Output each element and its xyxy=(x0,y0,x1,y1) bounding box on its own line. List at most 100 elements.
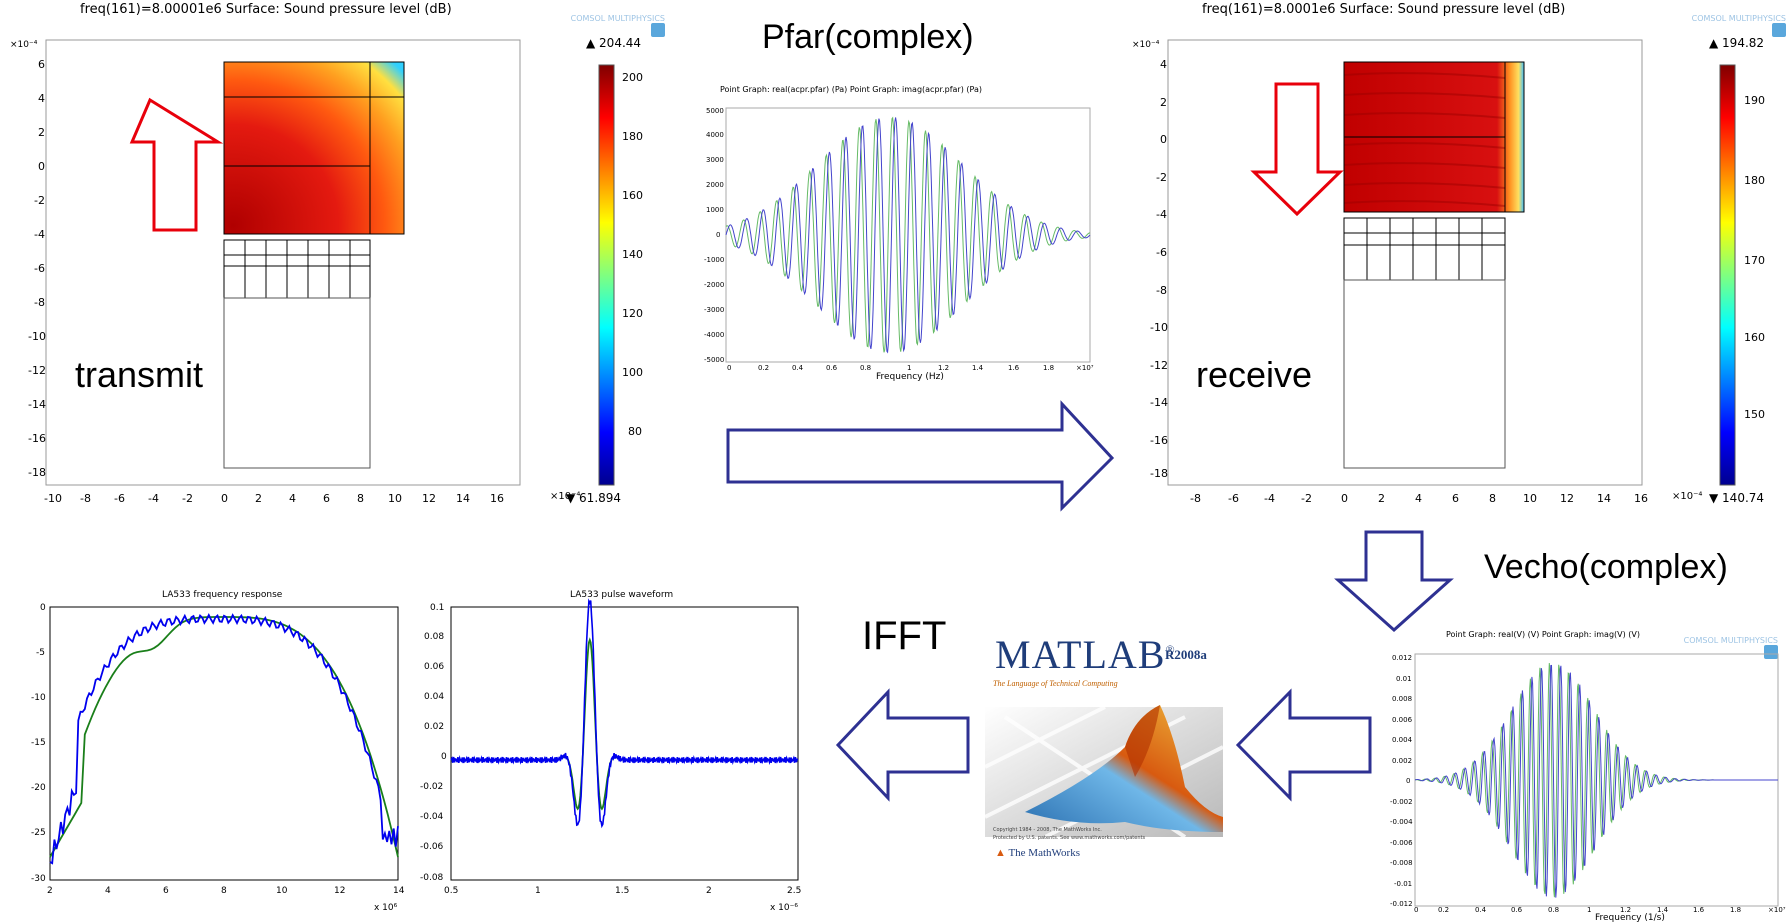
transmit-label: transmit xyxy=(75,354,204,395)
pulse-x-exp: x 10⁻⁶ xyxy=(770,903,798,913)
right-x-tick: -4 xyxy=(1264,492,1275,505)
pfar-y-tick: 4000 xyxy=(706,131,724,139)
right-x-tick: -2 xyxy=(1301,492,1312,505)
left-y-tick: -14 xyxy=(28,398,46,411)
mathworks-peak-icon: ▲ xyxy=(995,847,1006,859)
vecho-x-tick: 1.2 xyxy=(1620,906,1632,914)
vecho-y-tick: -0.008 xyxy=(1390,859,1413,867)
freq-x-exp: x 10⁶ xyxy=(374,903,398,913)
pfar-x-tick: 1.2 xyxy=(938,364,950,372)
left-x-tick: -2 xyxy=(182,492,193,505)
right-y-tick: -6 xyxy=(1156,246,1167,259)
left-y-tick: 6 xyxy=(38,58,45,71)
vecho-y-tick: 0.002 xyxy=(1392,757,1413,765)
left-x-tick: -6 xyxy=(114,492,125,505)
freq-x-tick: 2 xyxy=(47,886,53,896)
vecho-graph-title: Point Graph: real(V) (V) Point Graph: im… xyxy=(1446,630,1641,639)
left-cb-tick: 100 xyxy=(622,366,643,379)
mathworks-logo: ▲ The MathWorks xyxy=(995,847,1080,859)
vecho-y-tick: 0.01 xyxy=(1396,675,1412,683)
left-cb-tick: 140 xyxy=(622,248,643,261)
freq-y-tick: -25 xyxy=(31,828,46,838)
pfar-x-tick: 0.8 xyxy=(860,364,872,372)
freq-x-tick: 4 xyxy=(105,886,111,896)
freq-x-tick: 6 xyxy=(163,886,169,896)
right-cb-tick: 150 xyxy=(1744,408,1765,421)
pfar-x-tick: 0.6 xyxy=(826,364,838,372)
vecho-y-tick: 0.004 xyxy=(1392,736,1413,744)
right-x-tick: 12 xyxy=(1560,492,1574,505)
right-y-tick: -10 xyxy=(1150,321,1168,334)
pulse-measured-series xyxy=(450,598,799,829)
vecho-y-tick: 0.012 xyxy=(1392,654,1413,662)
right-x-tick: 14 xyxy=(1597,492,1611,505)
pulse-y-tick: 0.02 xyxy=(424,722,445,732)
freq-y-tick: -30 xyxy=(31,874,46,884)
pulse-x-tick: 2.5 xyxy=(787,886,802,896)
vecho-xlabel: Frequency (1/s) xyxy=(1595,913,1665,923)
right-cb-tick: 180 xyxy=(1744,174,1765,187)
mathworks-name: The MathWorks xyxy=(1008,847,1080,859)
right-x-tick: -6 xyxy=(1228,492,1239,505)
comsol-cube-icon xyxy=(651,23,665,37)
left-axis-exponent: ×10⁻⁴ xyxy=(10,40,38,50)
transmit-up-arrow xyxy=(129,97,224,232)
right-x-tick: 16 xyxy=(1634,492,1648,505)
vecho-y-tick: 0.006 xyxy=(1392,716,1413,724)
vecho-y-tick: -0.012 xyxy=(1390,900,1413,908)
receive-to-vecho-arrow xyxy=(1334,530,1454,633)
comsol-cube-icon xyxy=(1772,23,1786,37)
left-cb-tick: 80 xyxy=(628,425,642,438)
right-y-tick: -16 xyxy=(1150,434,1168,447)
pulse-x-tick: 0.5 xyxy=(444,886,459,896)
pfar-to-receive-arrow xyxy=(726,400,1115,512)
vecho-x-tick: 1.8 xyxy=(1730,906,1742,914)
left-y-tick: 0 xyxy=(38,160,45,173)
matlab-name: MATLAB xyxy=(995,632,1166,677)
freq-measured-series xyxy=(49,612,399,865)
pfar-y-tick: -2000 xyxy=(704,281,725,289)
matlab-version: R2008a xyxy=(1165,647,1207,662)
left-colorbar-min: ▼ 61.894 xyxy=(566,491,622,505)
matlab-to-results-arrow xyxy=(835,688,970,802)
vecho-x-tick: 1.4 xyxy=(1657,906,1669,914)
left-cb-tick: 160 xyxy=(622,189,643,202)
vecho-y-tick: -0.006 xyxy=(1390,839,1413,847)
pfar-title: Pfar(complex) xyxy=(762,18,974,56)
pulse-y-tick: 0.04 xyxy=(424,692,445,702)
freq-x-tick: 14 xyxy=(393,886,405,896)
pfar-y-tick: 3000 xyxy=(706,156,724,164)
pulse-y-tick: -0.02 xyxy=(420,782,444,792)
left-x-tick: 14 xyxy=(456,492,470,505)
pulse-y-tick: 0.06 xyxy=(424,662,445,672)
vecho-x-exp: ×10⁷ xyxy=(1768,906,1786,914)
vecho-x-tick: 0.4 xyxy=(1475,906,1487,914)
right-y-tick: -4 xyxy=(1156,208,1167,221)
left-y-tick: -6 xyxy=(34,262,45,275)
left-cb-tick: 200 xyxy=(622,71,643,84)
freq-y-tick: -5 xyxy=(36,648,45,658)
matlab-reg: ® xyxy=(1165,642,1176,657)
pulse-model-series xyxy=(451,637,798,811)
left-x-tick: 0 xyxy=(221,492,228,505)
right-colorbar-min: ▼ 140.74 xyxy=(1709,491,1765,505)
freq-plot-title: LA533 frequency response xyxy=(162,590,283,600)
pulse-y-tick: 0 xyxy=(441,752,447,762)
left-y-tick: -10 xyxy=(28,330,46,343)
comsol-cube-icon xyxy=(1764,645,1778,659)
right-x-tick: 0 xyxy=(1341,492,1348,505)
left-x-tick: -4 xyxy=(148,492,159,505)
left-y-tick: -2 xyxy=(34,194,45,207)
right-y-tick: 0 xyxy=(1160,133,1167,146)
pulse-x-tick: 1 xyxy=(535,886,541,896)
matlab-wordmark: MATLAB® xyxy=(995,631,1176,678)
pulse-y-tick: -0.04 xyxy=(420,812,444,822)
pfar-x-tick: 0.2 xyxy=(758,364,770,372)
freq-model-series xyxy=(49,616,399,858)
vecho-imag-series xyxy=(1415,662,1778,898)
right-x-tick: 10 xyxy=(1523,492,1537,505)
pulse-y-tick: -0.06 xyxy=(420,842,444,852)
left-x-tick: 4 xyxy=(289,492,296,505)
